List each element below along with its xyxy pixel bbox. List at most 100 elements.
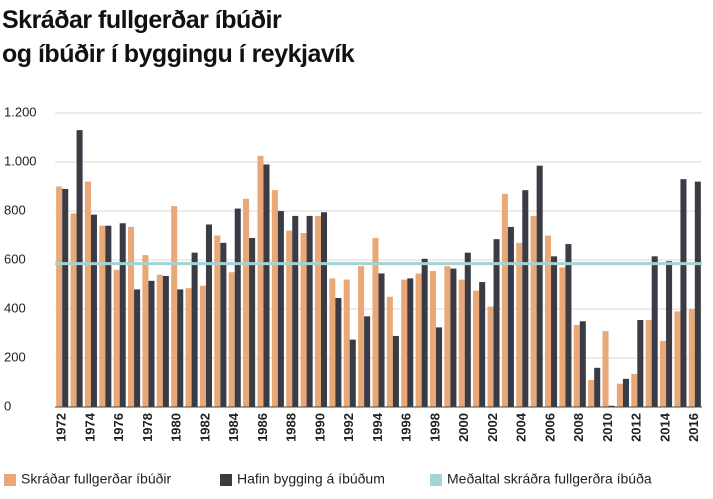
bar (300, 233, 307, 407)
bar (530, 215, 537, 407)
bar (401, 279, 408, 407)
bar (674, 311, 681, 407)
bar (565, 244, 572, 407)
bar (579, 321, 586, 407)
bar (249, 237, 256, 407)
x-tick-label: 2010 (600, 413, 615, 442)
bar (128, 226, 135, 407)
bar (257, 155, 264, 407)
bar (70, 213, 77, 407)
x-tick-label: 1978 (140, 413, 155, 442)
bar (271, 190, 278, 407)
bar (436, 327, 443, 407)
bar (90, 214, 97, 407)
bar (349, 339, 356, 407)
x-tick-label: 1982 (197, 413, 212, 442)
bar (142, 255, 149, 407)
legend-swatch (220, 474, 232, 486)
bar (386, 296, 393, 407)
bar (680, 179, 687, 407)
bar (84, 181, 91, 407)
bar (191, 252, 198, 407)
bar (62, 188, 69, 407)
bar (407, 278, 414, 407)
bar (220, 242, 227, 407)
bar (493, 239, 500, 407)
bar (631, 373, 638, 407)
x-tick-label: 1998 (427, 413, 442, 442)
x-tick-label: 1972 (54, 413, 69, 442)
x-tick-label: 2014 (657, 412, 672, 442)
x-tick-label: 2000 (456, 413, 471, 442)
y-tick-label: 800 (4, 202, 26, 217)
bar (516, 242, 523, 407)
bar (464, 252, 471, 407)
bar (156, 274, 163, 407)
bar (320, 212, 328, 407)
y-tick-label: 400 (4, 300, 26, 315)
x-tick-label: 2002 (485, 413, 500, 442)
x-tick-label: 1992 (341, 413, 356, 442)
bar (573, 324, 580, 407)
bar (177, 289, 184, 407)
bar (450, 268, 457, 407)
bar (148, 280, 155, 407)
bar (501, 193, 508, 407)
bar (444, 266, 451, 407)
x-tick-label: 2016 (686, 413, 701, 442)
bar (507, 226, 514, 407)
bar (292, 215, 299, 407)
bar (694, 181, 701, 407)
bar (378, 273, 385, 407)
legend-label: Skráðar fullgerðar íbúðir (21, 471, 172, 487)
bar (76, 130, 83, 407)
chart-title: Skráðar fullgerðar íbúðir (2, 6, 282, 34)
bar (666, 261, 673, 407)
bar (429, 271, 437, 407)
bar (415, 273, 422, 407)
x-tick-label: 1976 (111, 413, 126, 442)
y-tick-label: 1.200 (4, 104, 37, 119)
bar (559, 267, 566, 407)
bar (688, 309, 695, 407)
x-tick-label: 1996 (399, 413, 414, 442)
bar (105, 225, 112, 407)
bar (522, 190, 529, 407)
bar (372, 237, 379, 407)
bar (263, 164, 270, 407)
bar (214, 235, 221, 407)
x-tick-label: 1990 (312, 413, 327, 442)
bar (119, 223, 126, 407)
legend-swatch (430, 474, 442, 486)
bar (622, 378, 629, 407)
bar (335, 297, 342, 407)
bar (594, 367, 601, 407)
x-tick-label: 1984 (226, 412, 241, 442)
bar (134, 289, 141, 407)
legend-label: Hafin bygging á íbúðum (237, 471, 385, 487)
bar (199, 285, 206, 407)
bar (243, 198, 250, 407)
x-tick-label: 1988 (284, 413, 299, 442)
x-tick-label: 1974 (82, 412, 97, 442)
bar (277, 211, 284, 407)
bar (479, 282, 486, 407)
bar (602, 331, 609, 407)
x-tick-label: 1980 (169, 413, 184, 442)
bar (637, 320, 644, 407)
bar (343, 279, 350, 407)
x-tick-label: 2004 (514, 412, 529, 442)
chart-title: og íbúðir í byggingu í reykjavík (2, 40, 355, 68)
bar (185, 288, 192, 407)
bar (228, 272, 235, 407)
bar (234, 208, 241, 407)
bar (99, 225, 106, 407)
bar (421, 258, 428, 407)
bar (113, 269, 120, 407)
legend-swatch (4, 474, 16, 486)
y-tick-label: 1.000 (4, 153, 37, 168)
bar (205, 224, 213, 407)
bar (458, 279, 465, 407)
x-tick-label: 1994 (370, 412, 385, 442)
